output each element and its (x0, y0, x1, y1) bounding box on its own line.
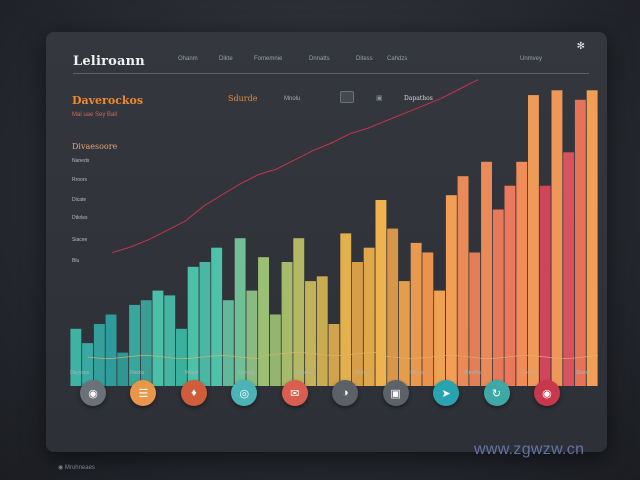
chart-bar (516, 161, 528, 386)
chart-bar (258, 257, 269, 386)
fire-icon[interactable]: ♦ (180, 380, 207, 406)
nav-item[interactable]: Dnnatts (309, 56, 330, 62)
chart-bar (340, 233, 352, 386)
baseline-wave (87, 352, 599, 359)
chart-bar (176, 328, 187, 386)
chart-bar (410, 242, 422, 386)
x-tick-label: Dayyxes (70, 370, 90, 376)
x-tick-label: Dlmdhs (464, 370, 481, 376)
chart-bar (434, 290, 445, 386)
expand-icon[interactable]: ▣ (376, 95, 383, 102)
category-icons: ◉ ☰ ♦ ◎ ✉ ◑ ▣ ➤ ↻ ◉ (80, 380, 560, 406)
chart-bar (82, 343, 93, 386)
nav-item[interactable]: Ohanm (178, 56, 198, 62)
chart-bar (246, 290, 258, 386)
chart-bar (539, 185, 551, 386)
chart-bar (492, 209, 504, 386)
chart-bar (445, 195, 457, 386)
chart-bar (234, 238, 246, 386)
footer-text: ◉ Mrohneaes (58, 465, 95, 471)
globe-icon[interactable]: ◎ (231, 380, 258, 406)
chart-bar (164, 295, 176, 386)
chart-bar (375, 200, 387, 386)
x-tick-label: Derase (238, 370, 255, 376)
metric-label: Sdurde (228, 94, 258, 103)
mail-icon[interactable]: ✉ (281, 380, 308, 406)
sidebar-item[interactable]: Blu (72, 258, 80, 264)
chart-bar (211, 247, 223, 386)
refresh-icon[interactable]: ↻ (483, 380, 510, 406)
brand-logo[interactable]: Leliroann (73, 54, 145, 69)
chart-bar (199, 262, 211, 386)
summary-title: Daverockos (72, 94, 144, 107)
chart-bar (574, 99, 586, 387)
chart-bar (305, 281, 316, 386)
sidebar-item[interactable]: Dicate (72, 197, 87, 203)
chart-bar (504, 185, 516, 386)
sidebar-item[interactable]: Siacee (72, 237, 88, 243)
chart-bar (387, 228, 399, 386)
chart-bar (140, 300, 152, 386)
nav-item[interactable]: Cahdzs (387, 56, 408, 62)
x-tick-label: Dilyes (410, 370, 424, 376)
chart-bar (528, 95, 539, 386)
chart-bar (293, 238, 305, 386)
metric-link[interactable]: Dapathos (404, 95, 433, 102)
x-tick-label: Deeva (521, 370, 536, 376)
x-tick-label: Mraye (184, 370, 199, 376)
chart-bar (93, 324, 105, 386)
sidebar-item[interactable]: Dtkrles (72, 215, 88, 221)
watermark: www.zgwzw.cn (474, 441, 585, 458)
chart-bar (328, 324, 340, 386)
nav-item[interactable]: Ditess (356, 56, 373, 62)
chart-bar (187, 266, 199, 386)
chart-bar (105, 314, 117, 386)
trend-line (111, 79, 479, 254)
x-tick-label: Fleebs (129, 370, 145, 376)
chart-bar (457, 176, 469, 386)
chart-bar (222, 300, 234, 386)
chart-bar (422, 252, 434, 386)
chart-bar (469, 252, 481, 386)
chart-bar (281, 262, 293, 386)
sidebar-item[interactable]: Rroors (72, 177, 88, 183)
sidebar-heading: Divaesoore (72, 142, 118, 151)
target-icon[interactable]: ◉ (533, 380, 560, 406)
x-axis-labels: Dayyxes Fleebs Mraye Derase Meneser Damas Dily… (70, 370, 590, 376)
person-icon[interactable]: ◉ (80, 380, 106, 406)
chart-bar (481, 161, 492, 386)
header-divider (73, 73, 589, 74)
megaphone-icon[interactable]: ➤ (433, 380, 460, 406)
chart-bar (269, 314, 281, 386)
metric-sublabel: Mnolu (284, 96, 301, 102)
nav-item[interactable]: Fomemnie (254, 56, 283, 62)
summary-subtitle: Mal uae Sey Ball (72, 112, 118, 118)
chart-bar (70, 328, 82, 386)
nav-item[interactable]: Unmvey (520, 56, 543, 62)
folder-icon[interactable]: ▣ (382, 380, 409, 406)
chart-bar (563, 152, 575, 386)
chart-bar (152, 290, 164, 386)
sidebar-item[interactable]: Naneds (72, 158, 90, 164)
chart-bar (551, 90, 563, 387)
nav-item[interactable]: Dlkte (219, 56, 233, 62)
chart-bar (129, 304, 140, 386)
shield-icon[interactable]: ◑ (332, 380, 359, 406)
x-tick-label: Damas (354, 370, 371, 376)
x-tick-label: Sleme (575, 370, 590, 376)
chart-icon[interactable] (340, 91, 354, 103)
chart-bar (586, 90, 598, 387)
x-tick-label: Meneser (294, 370, 315, 376)
chat-icon[interactable]: ☰ (130, 380, 157, 406)
user-icon[interactable]: ✻ (576, 41, 585, 52)
chart-bar (398, 281, 410, 386)
chart-bar (352, 262, 363, 386)
chart-bar (363, 247, 375, 386)
chart-bar (316, 276, 328, 386)
chart-bar (117, 352, 129, 386)
